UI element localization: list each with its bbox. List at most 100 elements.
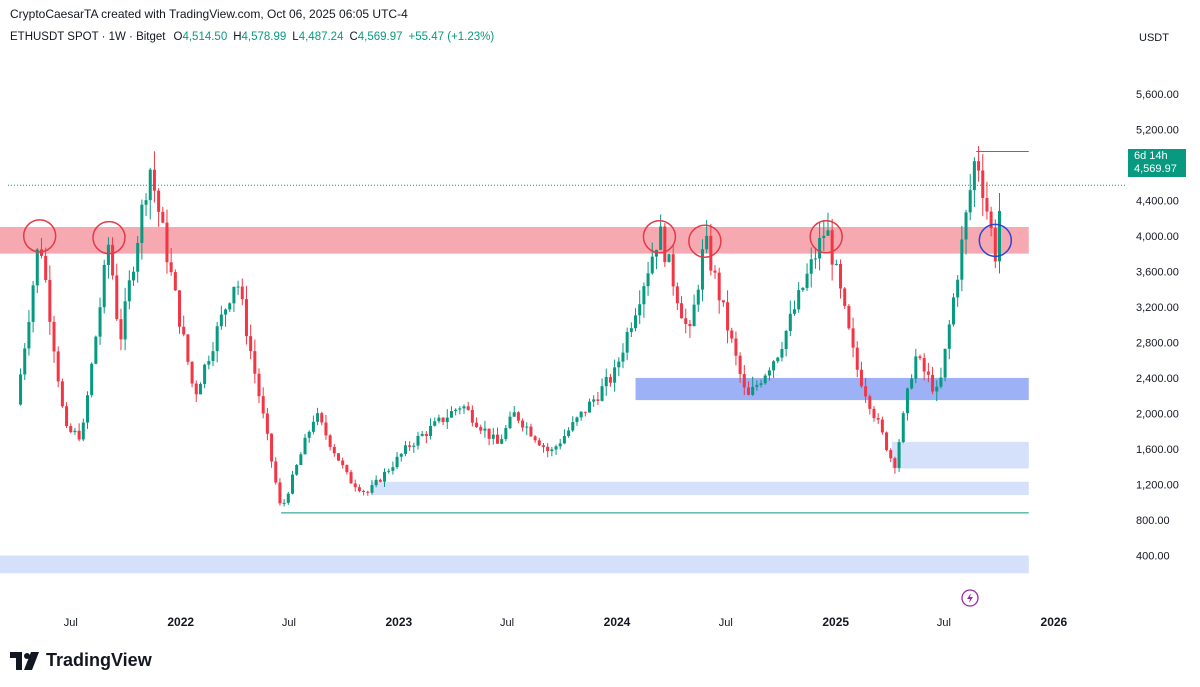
candle-body-125 xyxy=(541,445,545,447)
candle-body-185 xyxy=(792,309,797,314)
candle-body-88 xyxy=(387,470,391,472)
candle-body-209 xyxy=(893,458,897,468)
candle-body-219 xyxy=(935,386,939,392)
candle-body-203 xyxy=(868,396,872,409)
candle-body-45 xyxy=(207,361,211,365)
candle-body-74 xyxy=(328,435,332,447)
candle-body-109 xyxy=(475,422,479,428)
candle-body-48 xyxy=(219,314,223,327)
candle-body-116 xyxy=(504,428,508,440)
candle-body-2 xyxy=(27,321,31,349)
candle-body-72 xyxy=(320,413,324,423)
time-axis[interactable]: Jul 2022 Jul 2023 Jul 2024 Jul 2025 Jul 2026 xyxy=(64,615,1068,629)
candle-body-206 xyxy=(880,419,884,433)
candle-body-161 xyxy=(692,304,696,327)
candle-body-164 xyxy=(705,235,709,250)
candle-body-29 xyxy=(140,204,144,243)
candle-body-56 xyxy=(253,351,257,374)
candle-body-78 xyxy=(345,465,349,473)
candle-body-112 xyxy=(487,428,491,439)
open-label: O xyxy=(173,31,183,43)
open-value: 4,514.50 xyxy=(182,31,228,43)
candle-body-226 xyxy=(964,212,968,240)
time-tick-label: Jul xyxy=(719,617,733,629)
support_light-zone-3 xyxy=(370,481,1029,496)
candle-body-95 xyxy=(416,435,420,446)
candle-body-152 xyxy=(654,249,658,257)
candle-body-149 xyxy=(642,286,646,305)
candle-body-204 xyxy=(872,408,876,419)
candle-body-194 xyxy=(830,230,834,265)
candle-body-33 xyxy=(157,190,161,212)
candle-body-84 xyxy=(370,485,374,493)
candle-body-107 xyxy=(466,406,470,410)
candle-body-27 xyxy=(131,271,136,281)
candle-body-223 xyxy=(951,297,955,325)
candle-body-197 xyxy=(843,288,847,306)
lightning-icon[interactable] xyxy=(961,589,979,607)
candle-body-118 xyxy=(512,412,516,417)
candle-body-25 xyxy=(123,301,127,340)
candle-body-124 xyxy=(537,440,541,446)
time-tick-label: Jul xyxy=(937,617,951,629)
candle-body-172 xyxy=(738,355,742,375)
zones-layer xyxy=(0,227,1029,574)
candle-body-62 xyxy=(278,482,282,504)
candle-body-58 xyxy=(261,396,265,414)
time-tick-label: 2025 xyxy=(822,615,849,629)
candle-body-195 xyxy=(834,264,838,266)
candle-body-50 xyxy=(228,303,232,310)
candle-body-127 xyxy=(550,449,554,452)
low-label: L xyxy=(292,31,299,43)
candle-body-85 xyxy=(374,479,378,486)
symbol-title[interactable]: ETHUSDT SPOT · 1W · Bitget xyxy=(10,31,166,43)
candle-body-34 xyxy=(161,211,165,223)
candle-body-31 xyxy=(148,169,152,201)
candle-body-86 xyxy=(378,479,382,482)
candle-body-133 xyxy=(575,417,579,423)
candle-body-132 xyxy=(571,422,575,431)
currency-label[interactable]: USDT xyxy=(1139,32,1169,44)
support_light-zone-2 xyxy=(891,441,1029,469)
candle-body-35 xyxy=(165,222,169,263)
price-tick-label: 2,400.00 xyxy=(1136,373,1179,385)
candle-body-169 xyxy=(726,302,730,331)
candle-body-26 xyxy=(127,280,131,302)
candle-body-217 xyxy=(926,371,930,375)
change-value: +55.47 (+1.23%) xyxy=(408,31,495,43)
candle-body-57 xyxy=(257,373,261,397)
candle-body-93 xyxy=(408,445,412,447)
candle-body-130 xyxy=(562,436,566,444)
candle-body-61 xyxy=(274,461,278,483)
candle-body-104 xyxy=(454,409,458,412)
candle-body-99 xyxy=(433,421,437,426)
highlight-circle-0 xyxy=(22,219,57,253)
candle-body-136 xyxy=(588,401,592,413)
candle-body-178 xyxy=(763,375,767,384)
support_light-zone-4 xyxy=(0,555,1029,574)
candle-body-151 xyxy=(650,256,654,274)
low-value: 4,487.24 xyxy=(298,31,344,43)
candle-body-49 xyxy=(224,309,228,315)
price-tick-label: 4,000.00 xyxy=(1136,231,1179,243)
candle-body-173 xyxy=(742,374,746,388)
candle-body-97 xyxy=(424,434,428,436)
candle-body-220 xyxy=(939,377,943,387)
candle-body-234 xyxy=(997,210,1002,262)
candle-body-190 xyxy=(813,258,817,260)
support-zone-1 xyxy=(635,377,1029,401)
candle-body-5 xyxy=(39,249,43,256)
candle-body-11 xyxy=(65,406,69,427)
candle-body-36 xyxy=(169,262,173,273)
candle-body-142 xyxy=(613,367,617,383)
highlight-circle-1 xyxy=(92,220,126,255)
candle-body-218 xyxy=(931,374,935,392)
tradingview-brand[interactable]: TradingView xyxy=(10,650,152,671)
price-tick-label: 800.00 xyxy=(1136,515,1170,527)
candle-body-69 xyxy=(307,431,311,438)
candle-body-189 xyxy=(809,259,813,274)
candle-body-114 xyxy=(495,434,499,444)
candle-body-158 xyxy=(680,303,684,319)
candle-body-108 xyxy=(470,409,474,423)
